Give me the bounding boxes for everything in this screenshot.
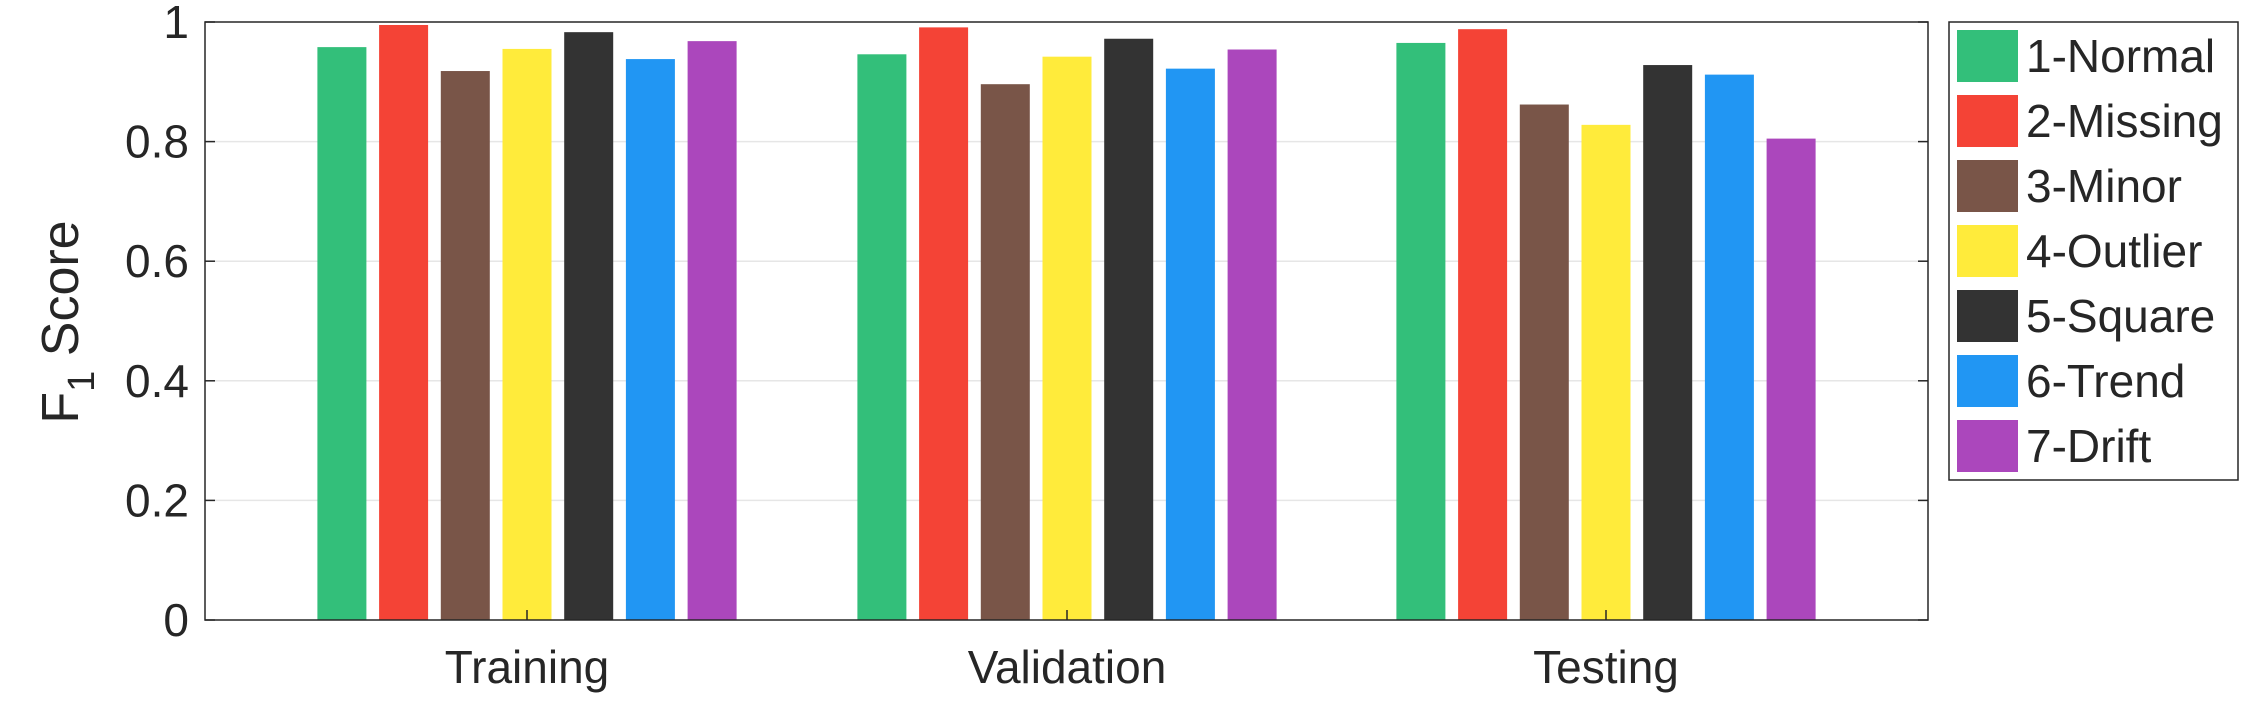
y-tick-label: 0.8 (125, 116, 189, 168)
bar-2-missing-testing (1458, 29, 1508, 620)
bar-3-minor-testing (1519, 104, 1569, 621)
y-tick-label: 0.2 (125, 474, 189, 526)
y-axis-label-rest: Score (32, 220, 90, 370)
bar-2-missing-training (379, 24, 429, 621)
bar-7-drift-training (687, 41, 737, 621)
bar-3-minor-training (440, 71, 490, 620)
y-axis-label-sub: 1 (61, 371, 103, 392)
bar-4-outlier-training (502, 48, 552, 621)
bar-4-outlier-testing (1581, 124, 1631, 620)
legend-label: 7-Drift (2026, 420, 2151, 472)
y-tick-label: 0.4 (125, 355, 189, 407)
y-axis-label-main: F (32, 392, 90, 424)
x-axis: Training Validation Testing (445, 610, 1679, 693)
bar-7-drift-validation (1227, 49, 1277, 621)
legend-label: 3-Minor (2026, 160, 2182, 212)
bar-2-missing-validation (919, 27, 969, 620)
y-axis: 0 0.2 0.4 0.6 0.8 1 (125, 0, 1928, 646)
legend-label: 2-Missing (2026, 95, 2223, 147)
x-tick-label: Validation (968, 641, 1167, 693)
x-tick-label: Testing (1533, 641, 1679, 693)
bar-3-minor-validation (980, 84, 1030, 620)
legend-swatch (1957, 225, 2018, 277)
legend-swatch (1957, 30, 2018, 82)
bar-6-trend-training (625, 59, 675, 621)
bars (317, 24, 1816, 621)
legend-swatch (1957, 95, 2018, 147)
bar-5-square-training (564, 32, 614, 620)
y-tick-label: 0.6 (125, 235, 189, 287)
y-tick-label: 0 (163, 594, 189, 646)
bar-6-trend-testing (1704, 74, 1754, 620)
bar-6-trend-validation (1165, 68, 1215, 621)
bar-7-drift-testing (1766, 138, 1816, 621)
legend-label: 6-Trend (2026, 355, 2185, 407)
y-tick-label: 1 (163, 0, 189, 48)
y-axis-label: F1 Score (32, 220, 103, 423)
legend-swatch (1957, 355, 2018, 407)
legend-label: 4-Outlier (2026, 225, 2202, 277)
legend: 1-Normal 2-Missing 3-Minor 4-Outlier 5-Squar… (1948, 21, 2239, 481)
bar-1-normal-training (317, 47, 367, 620)
legend-swatch (1957, 420, 2018, 472)
legend-swatch (1957, 290, 2018, 342)
legend-label: 5-Square (2026, 290, 2215, 342)
bar-4-outlier-validation (1042, 56, 1092, 620)
legend-swatch (1957, 160, 2018, 212)
x-tick-label: Training (445, 641, 609, 693)
bar-1-normal-validation (857, 54, 907, 621)
bar-5-square-testing (1643, 65, 1693, 620)
legend-label: 1-Normal (2026, 30, 2215, 82)
bar-5-square-validation (1104, 38, 1154, 620)
bar-1-normal-testing (1396, 42, 1446, 621)
